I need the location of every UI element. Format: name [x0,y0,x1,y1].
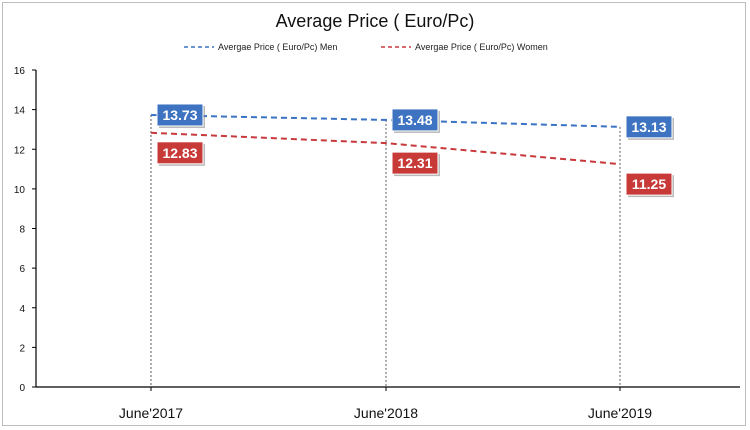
data-label-text: 13.73 [162,107,197,123]
x-tick-label: June'2017 [119,405,183,421]
data-label-text: 13.48 [397,112,432,128]
chart-frame [2,2,746,426]
legend-label-women: Avergae Price ( Euro/Pc) Women [415,42,548,52]
legend-label-men: Avergae Price ( Euro/Pc) Men [218,42,337,52]
data-label-men: 13.73 [156,103,205,128]
data-label-women: 11.25 [625,172,674,198]
series-line-men [150,113,621,128]
series-lines [150,113,621,166]
data-label-box [391,108,439,132]
y-tick-label: 2 [19,343,25,354]
legend: Avergae Price ( Euro/Pc) Men Avergae Pri… [184,42,548,52]
y-tick-label: 12 [14,145,26,156]
data-label-men: 13.13 [625,115,674,140]
data-label-text: 12.31 [397,155,432,171]
y-tick-label: 0 [19,383,25,394]
category-guides [150,114,621,387]
y-tick-label: 14 [14,106,26,117]
chart-title: Average Price ( Euro/Pc) [276,11,475,31]
data-label-women: 12.31 [391,151,440,177]
data-label-box [156,141,204,165]
y-tick-label: 10 [14,185,26,196]
y-tick-label: 6 [19,264,25,275]
data-label-box [391,151,439,175]
data-label-text: 12.83 [162,145,197,161]
series-line-women [150,131,621,166]
data-label-box [625,115,673,139]
y-tick-label: 4 [19,304,25,315]
y-tick-label: 8 [19,225,25,236]
x-tick-label: June'2019 [588,405,652,421]
x-tick-label: June'2018 [354,405,418,421]
axes: 0 2 4 6 8 10 12 14 16 June'2017 June'2018 June'2019 [14,66,740,421]
data-label-text: 13.13 [631,119,666,135]
data-label-box [156,103,204,127]
data-label-text: 11.25 [632,176,666,192]
data-label-women: 12.83 [156,141,205,166]
data-labels: 13.73 13.48 13.13 12.83 12.31 11.25 [156,103,674,198]
y-tick-label: 16 [14,66,26,77]
data-label-box [625,172,673,196]
data-label-men: 13.48 [391,108,440,133]
